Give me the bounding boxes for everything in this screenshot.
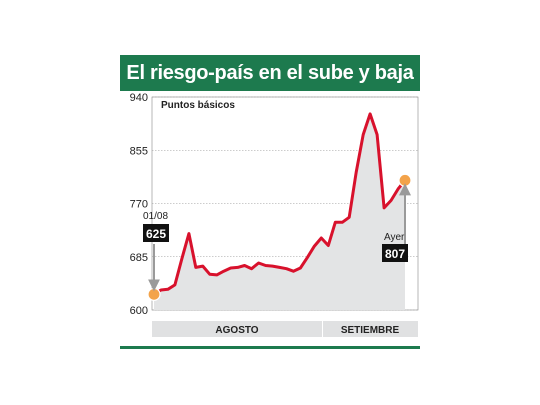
month-label-agosto: AGOSTO xyxy=(215,325,258,336)
end-marker xyxy=(398,173,412,187)
month-band-setiembre xyxy=(323,321,418,337)
chart-title: El riesgo-país en el sube y baja xyxy=(120,55,420,91)
start-value-box xyxy=(143,224,169,242)
start-value-label: 625 xyxy=(146,227,166,241)
series-line xyxy=(152,112,407,296)
start-date-label: 01/08 xyxy=(143,211,168,222)
month-label-setiembre: SETIEMBRE xyxy=(341,325,400,336)
month-band-agosto xyxy=(152,321,322,337)
bottom-rule xyxy=(120,346,420,349)
start-marker xyxy=(147,287,161,301)
end-date-label: Ayer xyxy=(384,232,405,243)
end-value-box xyxy=(382,244,408,262)
y-tick-label: 600 xyxy=(130,305,148,317)
y-tick-label: 685 xyxy=(130,252,148,264)
y-tick-label: 940 xyxy=(130,92,148,104)
y-tick-label: 855 xyxy=(130,145,148,157)
end-value-label: 807 xyxy=(385,247,405,261)
y-axis-label: Puntos básicos xyxy=(161,100,235,111)
series-area xyxy=(154,113,405,311)
y-tick-label: 770 xyxy=(130,199,148,211)
